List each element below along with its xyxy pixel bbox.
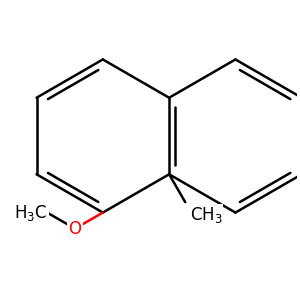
Text: O: O xyxy=(68,220,82,238)
Text: CH$_3$: CH$_3$ xyxy=(190,205,222,225)
Text: H$_3$C: H$_3$C xyxy=(14,202,47,223)
